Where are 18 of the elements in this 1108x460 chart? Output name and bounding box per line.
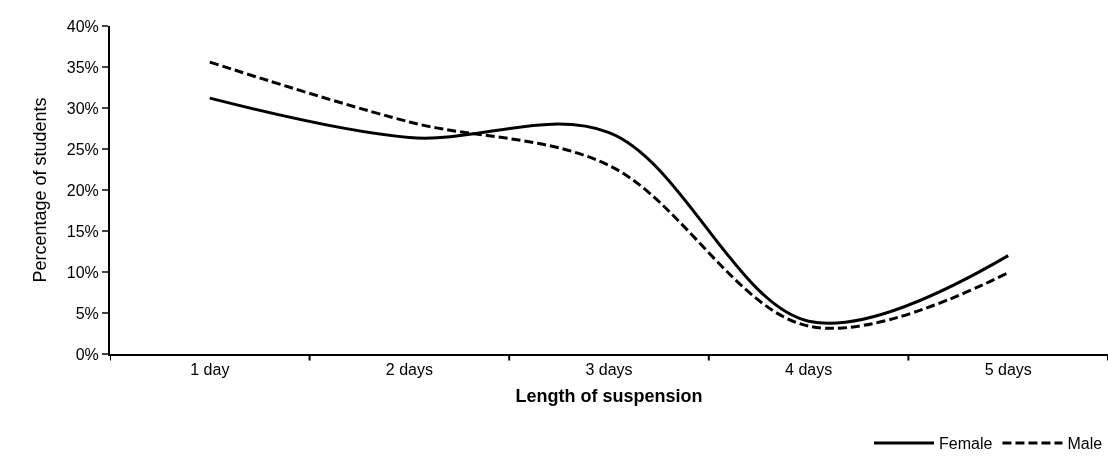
y-tick-label: 15% <box>66 222 99 240</box>
y-tick-label: 35% <box>66 58 99 76</box>
legend-label: Female <box>939 435 993 453</box>
x-tick-label: 4 days <box>785 361 833 379</box>
y-tick-label: 25% <box>66 140 99 158</box>
x-tick-label: 1 day <box>190 361 230 379</box>
y-tick-label: 10% <box>66 263 99 281</box>
y-axis-title: Percentage of students <box>30 97 51 283</box>
legend-label: Male <box>1067 435 1103 453</box>
x-tick-label: 3 days <box>585 361 633 379</box>
y-tick-label: 20% <box>66 181 99 199</box>
x-axis-title: Length of suspension <box>515 385 703 406</box>
x-tick-label: 2 days <box>385 361 433 379</box>
x-tick-label: 5 days <box>984 361 1032 379</box>
y-tick-label: 5% <box>75 304 99 322</box>
y-tick-label: 40% <box>66 17 99 35</box>
y-tick-label: 0% <box>75 345 99 363</box>
y-tick-label: 30% <box>66 99 99 117</box>
